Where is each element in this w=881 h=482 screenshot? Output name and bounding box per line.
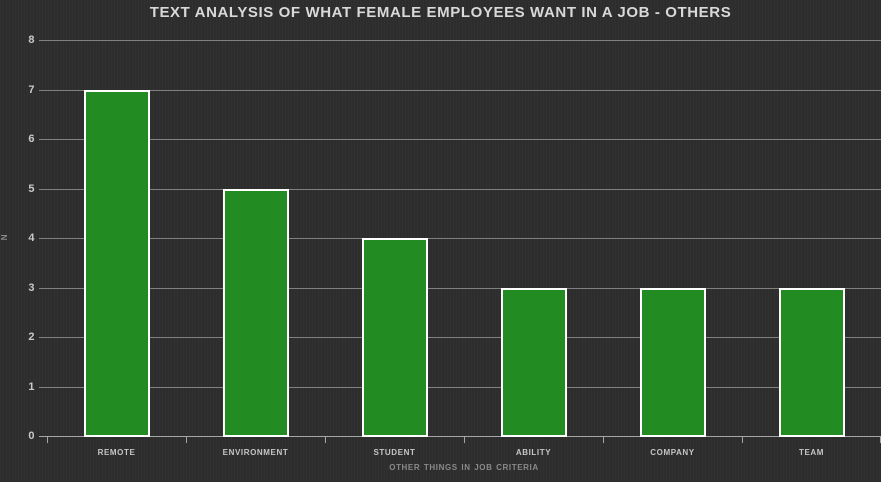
y-tick-label: 3: [28, 281, 35, 294]
gridline: [39, 287, 881, 289]
x-axis-tick: [742, 437, 743, 443]
x-tick-label: environment: [222, 446, 289, 458]
bar-company: [639, 287, 706, 437]
x-axis-tick: [603, 437, 604, 443]
x-axis-line: [39, 436, 881, 437]
bar-ability: [500, 287, 567, 437]
y-tick-label: 6: [28, 133, 35, 145]
bar-student: [361, 238, 428, 437]
x-tick-label: ability: [515, 446, 552, 458]
x-axis-label: other things in job criteria: [389, 461, 539, 473]
y-tick-label: 1: [28, 380, 35, 393]
x-tick-label: remote: [97, 446, 136, 458]
gridline: [39, 337, 881, 338]
chart-title: TEXT ANALYSIS OF WHAT FEMALE EMPLOYEES W…: [149, 4, 732, 21]
y-tick-label: 0: [28, 430, 35, 442]
y-tick-label: 8: [28, 34, 35, 46]
x-axis-tick: [464, 437, 465, 443]
y-tick-label: 5: [28, 182, 35, 195]
x-tick-label: company: [650, 446, 695, 458]
gridline: [39, 40, 881, 41]
y-tick-label: 7: [28, 83, 35, 96]
gridline: [39, 386, 881, 388]
x-axis-tick: [325, 437, 326, 443]
x-tick-label: team: [798, 446, 825, 458]
bar-environment: [222, 188, 289, 437]
y-tick-label: 2: [28, 331, 35, 343]
gridline: [39, 89, 881, 91]
gridline: [39, 238, 881, 239]
gridline: [39, 188, 881, 190]
bar-remote: [83, 89, 150, 437]
x-tick-label: student: [373, 446, 416, 458]
x-axis-tick: [47, 437, 48, 443]
x-axis-tick: [186, 437, 187, 443]
y-tick-label: 4: [28, 232, 35, 244]
gridline: [39, 139, 881, 140]
bar-team: [778, 287, 845, 437]
